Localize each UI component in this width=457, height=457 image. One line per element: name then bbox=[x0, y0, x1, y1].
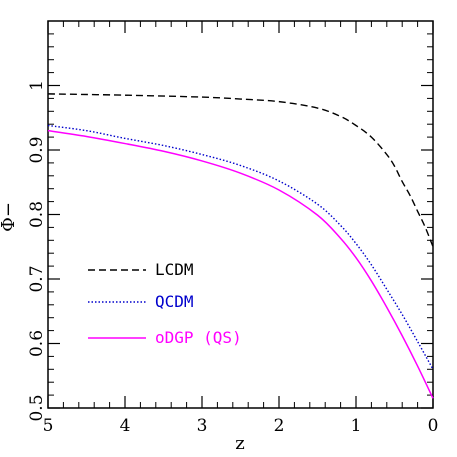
plot-frame bbox=[47, 20, 434, 409]
axis-ticks: 5 4 3 2 1 0 0.5 0.6 0.7 0.8 0.9 1 bbox=[27, 21, 438, 436]
series-layer bbox=[47, 93, 434, 399]
x-axis-label: z bbox=[235, 433, 244, 454]
y-tick-label: 0.6 bbox=[27, 330, 47, 357]
x-tick-label: 3 bbox=[197, 416, 208, 436]
legend: LCDM QCDM oDGP (QS) bbox=[88, 260, 242, 347]
x-tick-label: 5 bbox=[43, 416, 54, 436]
legend-label: oDGP (QS) bbox=[155, 328, 242, 347]
x-tick-label: 1 bbox=[351, 416, 362, 436]
y-tick-label: 1 bbox=[27, 80, 47, 91]
x-tick-label: 2 bbox=[274, 416, 285, 436]
series-line-odgp-qs bbox=[47, 129, 434, 399]
series-line-lcdm bbox=[47, 93, 434, 248]
y-axis-label: Φ− bbox=[0, 202, 19, 232]
y-tick-label: 0.5 bbox=[27, 394, 47, 421]
x-tick-label: 4 bbox=[120, 416, 131, 436]
y-tick-label: 0.9 bbox=[27, 136, 47, 163]
y-tick-label: 0.7 bbox=[27, 265, 47, 292]
y-tick-label: 0.8 bbox=[27, 201, 47, 228]
legend-label: LCDM bbox=[155, 260, 194, 279]
legend-label: QCDM bbox=[155, 292, 194, 311]
x-tick-label: 0 bbox=[428, 416, 439, 436]
